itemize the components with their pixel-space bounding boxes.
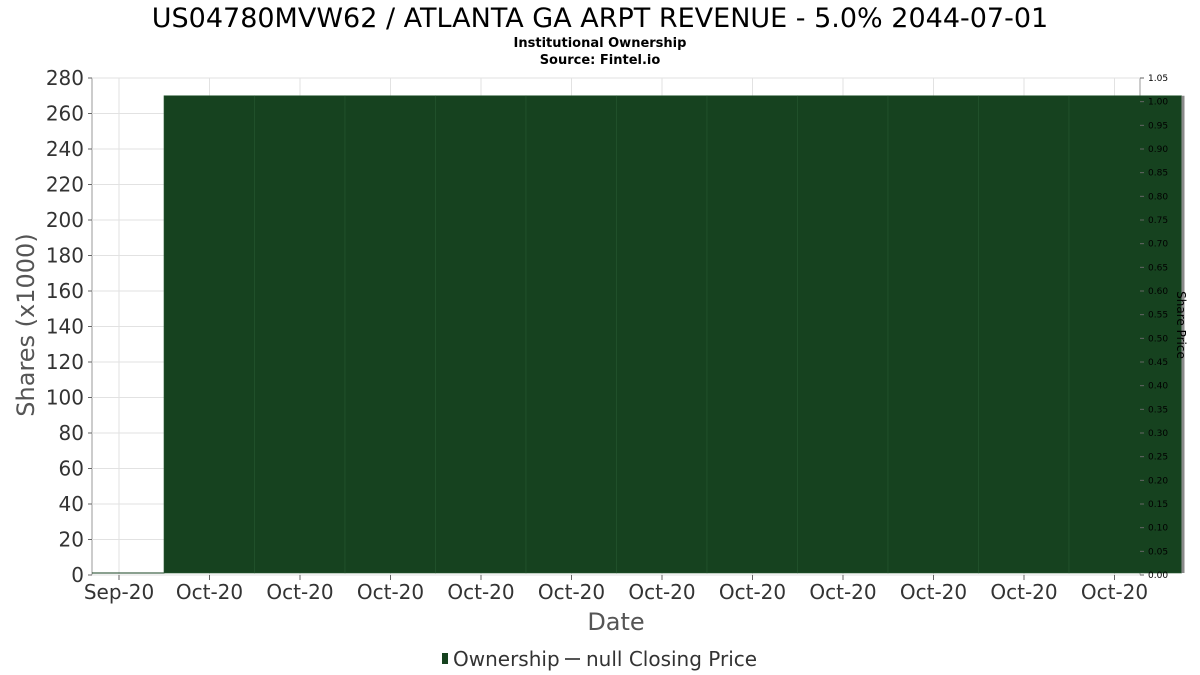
y2-tick-label: 0.95 [1148, 121, 1168, 131]
legend-ownership-swatch [442, 653, 448, 664]
chart-source: Source: Fintel.io [540, 53, 661, 68]
ownership-area-segment [163, 95, 255, 574]
y2-tick-label: 0.00 [1148, 571, 1168, 581]
y-tick-label: 80 [59, 421, 84, 445]
chart-subtitle: Institutional Ownership [514, 36, 687, 51]
y2-tick-label: 0.60 [1148, 287, 1168, 297]
ownership-area-segment [254, 95, 346, 574]
y-tick-label: 220 [46, 173, 84, 197]
y2-tick-label: 0.75 [1148, 216, 1168, 226]
y-tick-label: 60 [59, 457, 84, 481]
ownership-area-segment [706, 95, 798, 574]
ownership-area-segment [525, 95, 617, 574]
y2-tick-label: 0.85 [1148, 169, 1168, 179]
ownership-area-edge [1181, 95, 1185, 573]
x-tick-label: Oct-20 [1081, 580, 1148, 604]
legend: Ownership null Closing Price [442, 647, 757, 671]
y-tick-label: 160 [46, 279, 84, 303]
ownership-area-segment [887, 95, 979, 574]
legend-price-label: null Closing Price [586, 647, 757, 671]
x-tick-label: Oct-20 [538, 580, 605, 604]
y2-tick-label: 0.40 [1148, 382, 1168, 392]
y-axis-label: Shares (x1000) [12, 233, 40, 416]
y2-tick-label: 0.35 [1148, 405, 1168, 415]
ownership-area-segment [797, 95, 889, 574]
ownership-area-segment [616, 95, 708, 574]
y2-tick-label: 0.10 [1148, 524, 1168, 534]
ownership-area-segment [435, 95, 527, 574]
x-tick-label: Oct-20 [266, 580, 333, 604]
x-tick-label: Oct-20 [990, 580, 1057, 604]
y-tick-label: 120 [46, 350, 84, 374]
y-tick-label: 260 [46, 102, 84, 126]
ownership-area-segment [1068, 95, 1182, 574]
y-tick-label: 180 [46, 244, 84, 268]
right-axis-ticks: 0.00 0.05 0.10 0.15 0.20 0.25 0.30 0.35 0.40 0.45… [1140, 74, 1168, 581]
x-axis-label: Date [587, 608, 644, 636]
x-tick-label: Oct-20 [357, 580, 424, 604]
x-axis-ticks: Sep-20 Oct-20 Oct-20 Oct-20 Oct-20 Oct-20 Oct-… [84, 575, 1148, 604]
y2-tick-label: 0.80 [1148, 192, 1168, 202]
x-tick-label: Oct-20 [176, 580, 243, 604]
x-tick-label: Oct-20 [628, 580, 695, 604]
y2-tick-label: 0.45 [1148, 358, 1168, 368]
y2-tick-label: 0.70 [1148, 240, 1168, 250]
y-tick-label: 40 [59, 492, 84, 516]
y-tick-label: 280 [46, 66, 84, 90]
y2-tick-label: 0.30 [1148, 429, 1168, 439]
y2-tick-label: 0.90 [1148, 145, 1168, 155]
legend-ownership-label: Ownership [453, 647, 560, 671]
chart-title: US04780MVW62 / ATLANTA GA ARPT REVENUE -… [152, 3, 1048, 34]
ownership-area-segment [344, 95, 436, 574]
y2-tick-label: 0.65 [1148, 263, 1168, 273]
y2-axis-label: Share Price [1174, 291, 1188, 359]
y-tick-label: 240 [46, 137, 84, 161]
y-tick-label: 0 [71, 563, 84, 587]
x-tick-label: Oct-20 [809, 580, 876, 604]
x-tick-label: Oct-20 [719, 580, 786, 604]
y2-tick-label: 0.25 [1148, 453, 1168, 463]
y2-tick-label: 0.55 [1148, 311, 1168, 321]
y2-tick-label: 1.00 [1148, 98, 1168, 108]
y-tick-label: 200 [46, 208, 84, 232]
x-tick-label: Oct-20 [447, 580, 514, 604]
ownership-area [92, 95, 1185, 574]
x-tick-label: Oct-20 [900, 580, 967, 604]
y-tick-label: 20 [59, 528, 84, 552]
x-tick-label: Sep-20 [84, 580, 154, 604]
y2-tick-label: 0.20 [1148, 476, 1168, 486]
ownership-area-segment [978, 95, 1070, 574]
left-axis-ticks: 0 20 40 60 80 100 120 140 160 180 200 220 240 260 280 [46, 66, 92, 587]
y-tick-label: 100 [46, 386, 84, 410]
y2-tick-label: 0.50 [1148, 334, 1168, 344]
y2-tick-label: 1.05 [1148, 74, 1168, 84]
y2-tick-label: 0.05 [1148, 547, 1168, 557]
y2-tick-label: 0.15 [1148, 500, 1168, 510]
y-tick-label: 140 [46, 315, 84, 339]
